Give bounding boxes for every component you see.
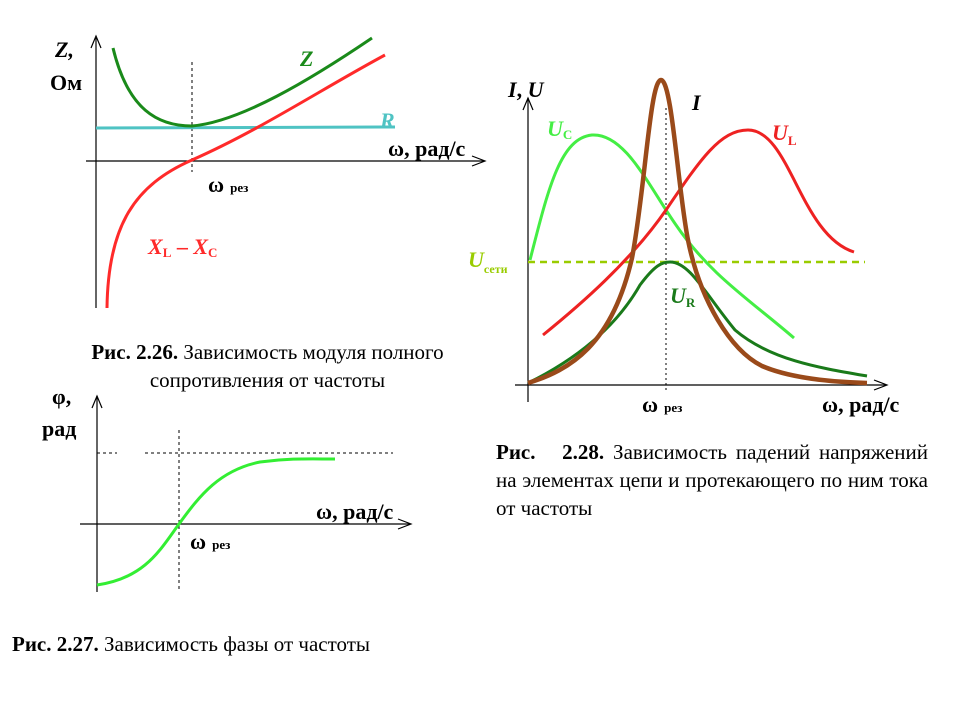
fig28-x-arrow [873,379,889,391]
fig-2-26: Z, Ом Z R ω, рад/с ω рез XL – XC [50,34,487,309]
fig26-xlxc-label: XL – XC [147,234,217,260]
fig27-y-label-1: φ, [52,384,71,409]
fig26-r-label: R [379,108,395,133]
fig27-caption: Рис. 2.27. Зависимость фазы от частоты [12,630,482,658]
fig27-caption-number: Рис. 2.27. [12,632,99,656]
fig26-y-arrow [90,34,102,49]
fig26-r-line [95,125,396,130]
fig28-omega-res: ω рез [642,392,682,417]
fig28-i-curve [527,77,868,386]
fig26-caption: Рис. 2.26. Зависимость модуля полного со… [40,338,495,394]
fig27-x-arrow [397,518,413,530]
fig-2-28: I, U I UC UL UR Uсети ω рез ω, рад/с [468,77,900,417]
fig26-omega-res: ω рез [208,172,248,197]
fig28-i-label: I [691,90,702,115]
fig26-caption-number: Рис. 2.26. [91,340,179,364]
fig27-omega-res: ω рез [190,529,230,554]
fig28-ul-curve [542,128,855,337]
fig28-y-arrow [522,96,534,111]
fig28-uc-curve [528,133,795,340]
fig26-y-label-2: Ом [50,70,82,95]
fig26-y-label-1: Z, [54,37,74,62]
fig27-y-label-2: рад [42,416,76,441]
fig28-ul-label: UL [772,120,797,148]
fig26-xlxc-curve [105,53,386,309]
fig-2-27: φ, рад ω, рад/с ω рез [42,384,413,592]
fig26-z-label: Z [299,46,313,71]
fig26-caption-text: Зависимость модуля полного сопротивления… [149,340,444,392]
fig28-x-label: ω, рад/с [822,392,900,417]
fig28-unet-label: Uсети [468,247,508,276]
fig26-z-curve [111,36,373,128]
fig28-ur-label: UR [670,283,696,310]
fig28-uc-label: UC [547,116,572,142]
fig28-caption: Рис. 2.28. Зависимость падений напряжени… [496,438,928,522]
fig28-y-label: I, U [507,77,545,102]
fig26-x-arrow [471,155,487,167]
fig27-caption-text: Зависимость фазы от частоты [98,632,371,656]
fig26-x-label: ω, рад/с [388,136,466,161]
fig27-y-arrow [91,394,103,409]
fig27-x-label: ω, рад/с [316,499,394,524]
fig27-phi-curve [96,457,336,587]
fig28-ur-curve [527,260,868,385]
fig28-caption-number: Рис. 2.28. [496,440,605,464]
fig28-caption-text: Зависимость падений напряжений на элемен… [496,440,939,520]
